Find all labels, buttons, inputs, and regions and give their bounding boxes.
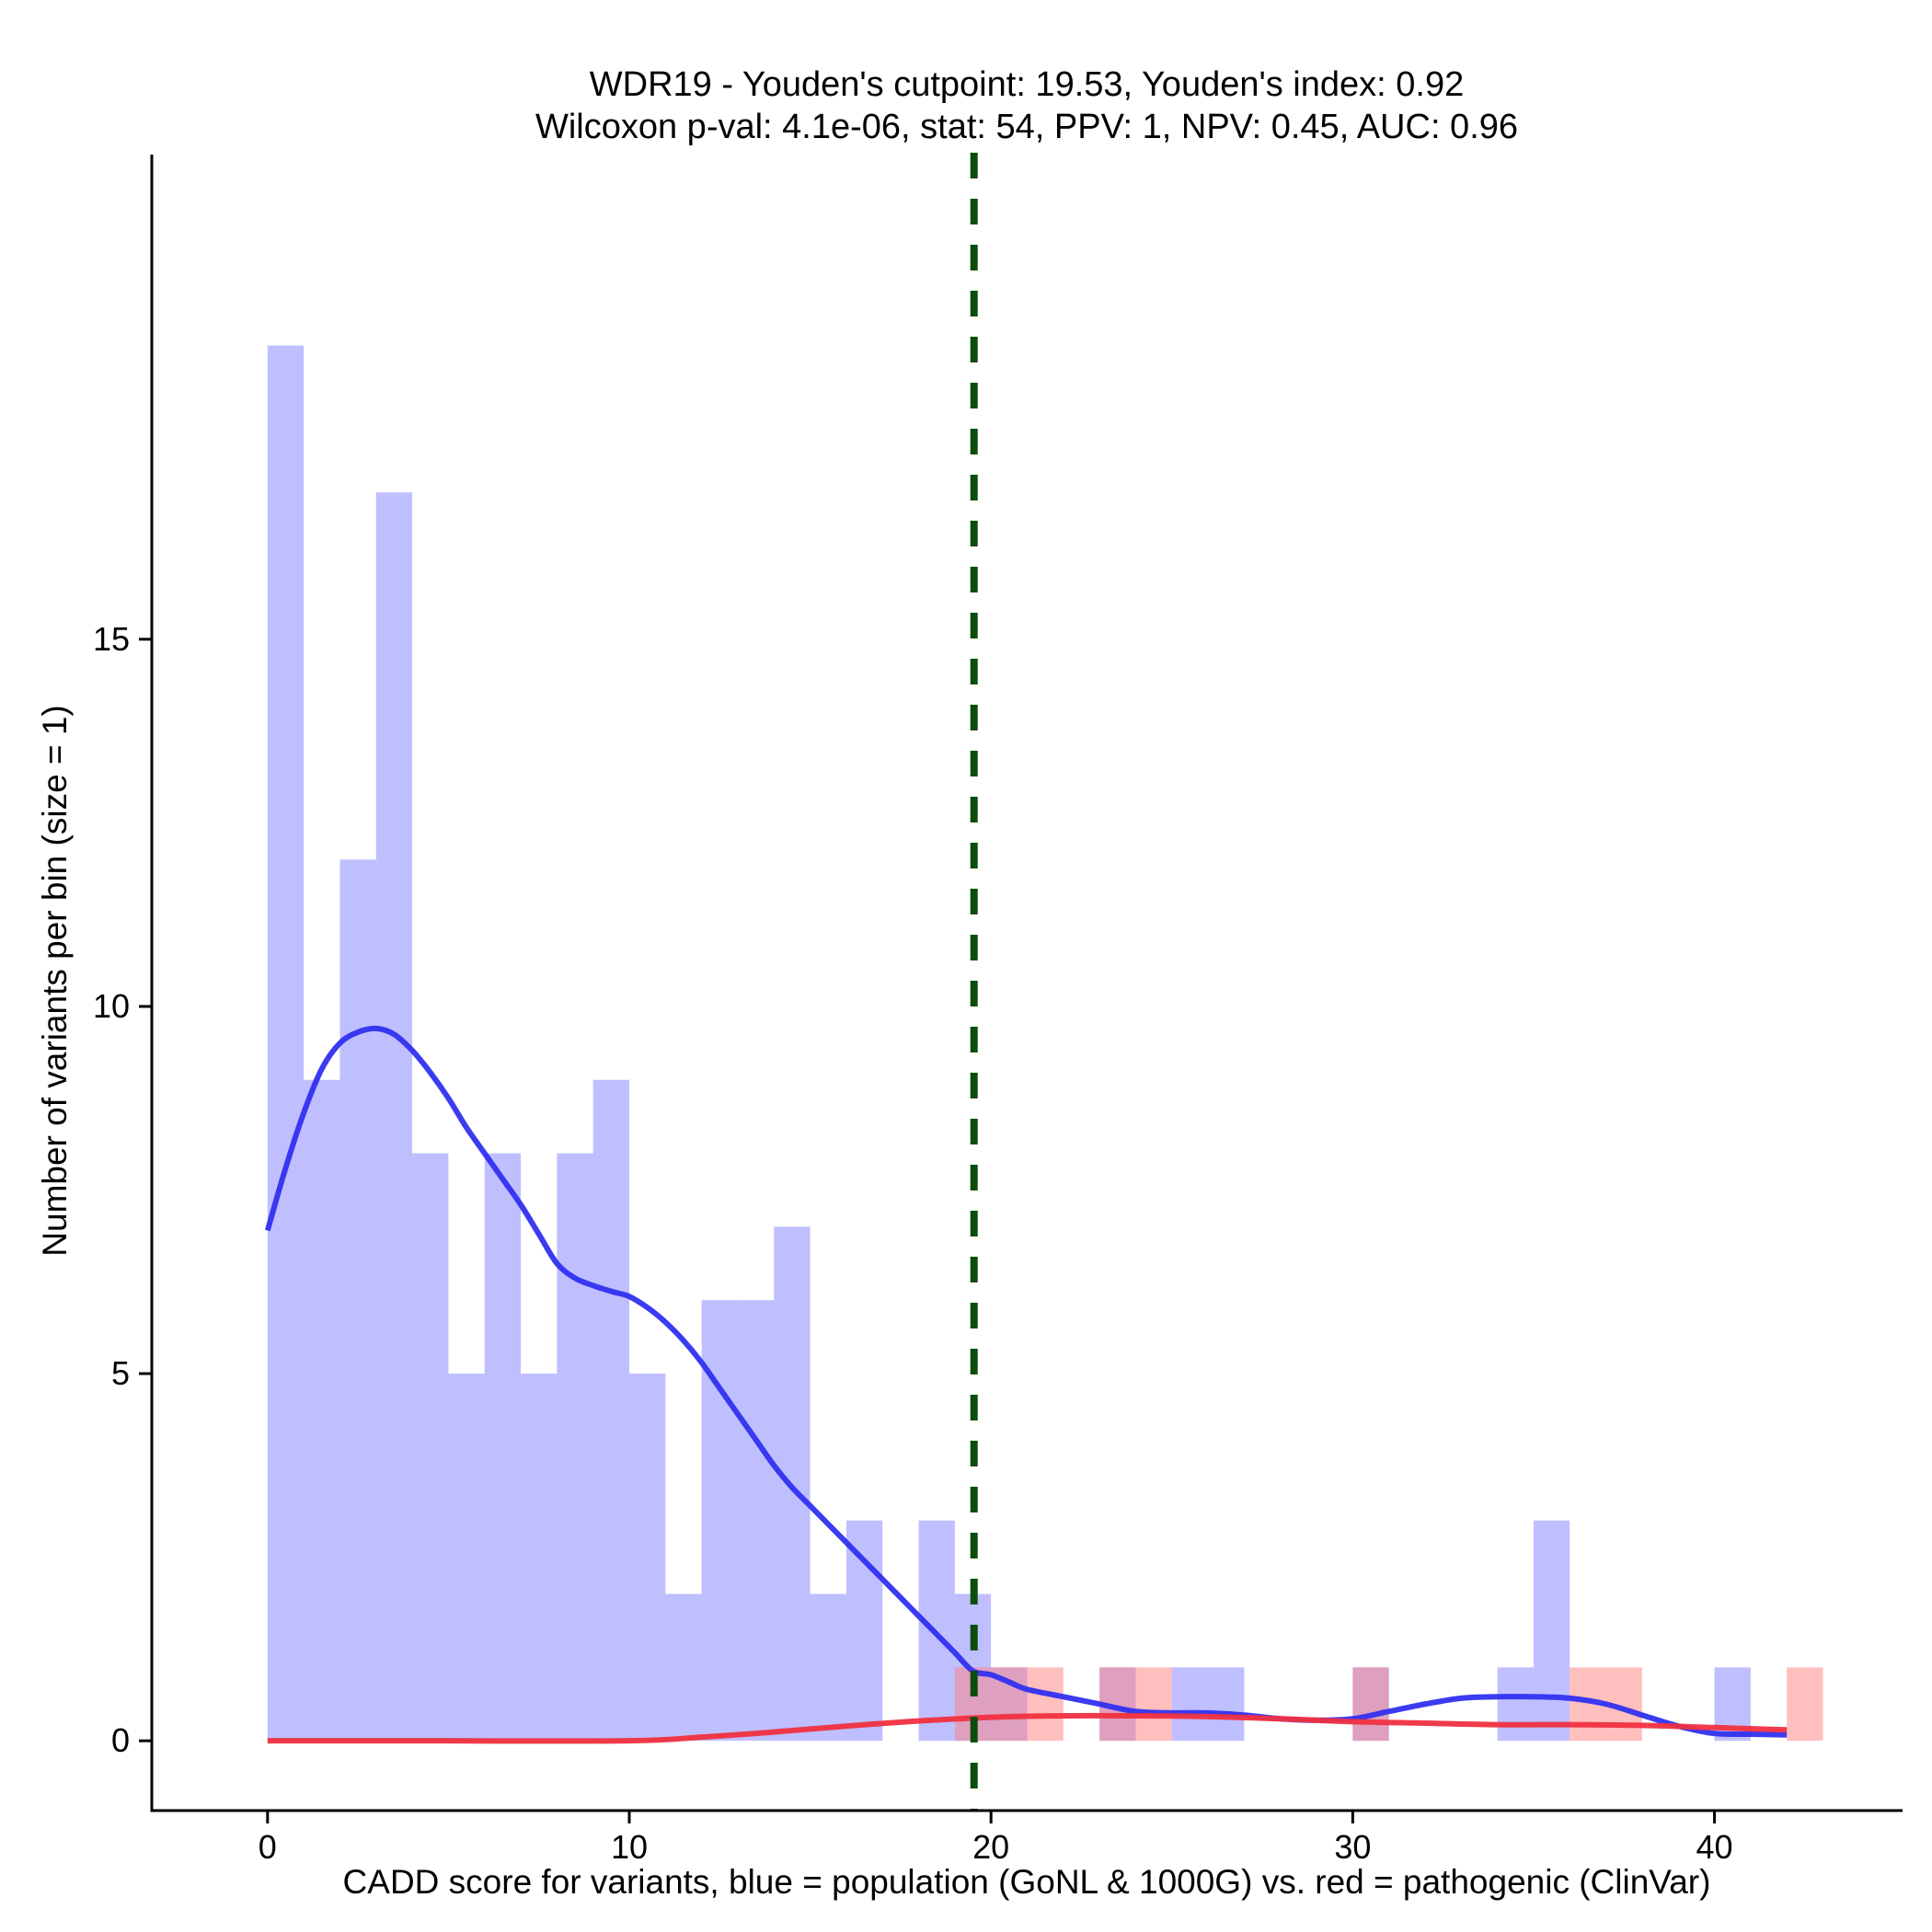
chart-subtitle: Wilcoxon p-val: 4.1e-06, stat: 54, PPV: … <box>535 108 1518 146</box>
x-tick-label: 10 <box>611 1828 648 1866</box>
x-tick-label: 0 <box>259 1828 277 1866</box>
y-tick-label: 10 <box>93 987 130 1025</box>
x-axis-ticks: 0 10 20 30 40 <box>259 1811 1733 1866</box>
pathogenic-bar <box>1352 1667 1389 1742</box>
population-bar <box>1208 1667 1245 1742</box>
x-tick-label: 30 <box>1334 1828 1371 1866</box>
population-bar <box>484 1153 522 1742</box>
y-tick-label: 0 <box>111 1721 130 1759</box>
pathogenic-bar <box>1787 1667 1823 1742</box>
population-bar <box>1171 1667 1209 1742</box>
population-bars <box>267 345 1751 1742</box>
population-bar <box>665 1593 702 1742</box>
population-bar <box>448 1374 485 1742</box>
axes <box>150 155 1903 1812</box>
y-axis-label: Number of variants per bin (size = 1) <box>36 705 74 1256</box>
y-tick-label: 5 <box>111 1354 130 1392</box>
pathogenic-bar <box>1027 1667 1064 1742</box>
y-tick-label: 15 <box>93 620 130 658</box>
population-bar <box>737 1300 775 1742</box>
population-bar <box>557 1153 593 1742</box>
population-bar <box>375 492 413 1742</box>
x-tick-label: 40 <box>1696 1828 1733 1866</box>
population-bar <box>339 859 376 1742</box>
y-axis-ticks: 0 5 10 15 <box>93 620 152 1759</box>
chart-title: WDR19 - Youden's cutpoint: 19.53, Youden… <box>590 65 1464 104</box>
population-bar <box>267 345 305 1742</box>
pathogenic-density-line <box>267 1712 1788 1744</box>
population-bar <box>1533 1520 1570 1742</box>
population-bar <box>1497 1667 1534 1742</box>
population-density-line <box>264 1025 1788 1738</box>
population-bar <box>592 1079 629 1742</box>
population-bar <box>304 1079 340 1742</box>
pathogenic-bar <box>1135 1667 1172 1742</box>
population-bar <box>810 1593 846 1742</box>
population-bar <box>412 1153 449 1742</box>
density-curves <box>264 1025 1788 1744</box>
population-bar <box>629 1374 666 1742</box>
population-bar <box>845 1520 883 1742</box>
x-axis-label: CADD score for variants, blue = populati… <box>343 1863 1711 1901</box>
x-tick-label: 20 <box>972 1828 1009 1866</box>
population-bar <box>521 1374 558 1742</box>
